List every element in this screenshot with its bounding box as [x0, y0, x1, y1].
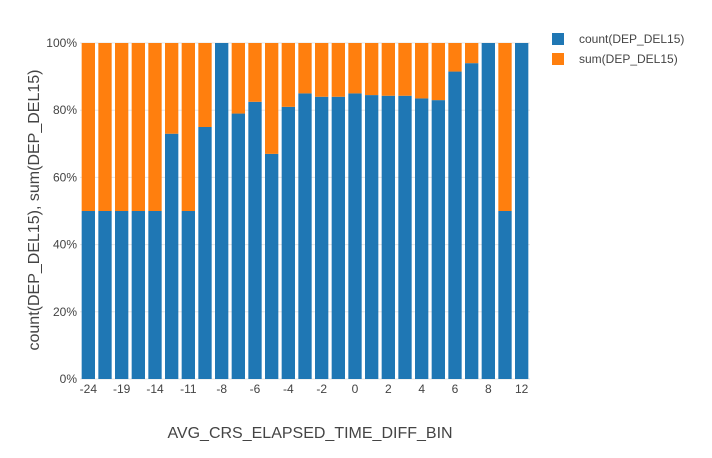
y-axis-ticks: 0% 20% 40% 60% 80% 100% [46, 36, 77, 386]
bar-sum--7[interactable] [231, 43, 245, 114]
x-tick-label: -8 [216, 382, 227, 396]
x-tick-label: -24 [80, 382, 98, 396]
legend-label[interactable]: sum(DEP_DEL15) [579, 52, 678, 66]
bar-sum-2[interactable] [381, 43, 395, 96]
bar-count-1[interactable] [365, 95, 379, 379]
bar-sum--9[interactable] [198, 43, 212, 127]
bar-sum--6[interactable] [248, 43, 262, 102]
bar-count-8[interactable] [481, 43, 495, 379]
bar-count-12[interactable] [515, 43, 529, 379]
x-tick-label: -19 [113, 382, 131, 396]
bar-count--8[interactable] [215, 43, 229, 379]
x-tick-label: 6 [452, 382, 459, 396]
bar-sum-0[interactable] [348, 43, 362, 94]
bar-sum--4[interactable] [281, 43, 295, 107]
bar-sum-4[interactable] [415, 43, 429, 99]
bar-sum--22[interactable] [98, 43, 112, 211]
x-axis-title: AVG_CRS_ELAPSED_TIME_DIFF_BIN [167, 425, 452, 442]
bar-count-0[interactable] [348, 93, 362, 380]
bars [81, 43, 529, 380]
bar-sum-7[interactable] [465, 43, 479, 64]
bar-count-6[interactable] [448, 71, 462, 379]
bar-count--3[interactable] [298, 93, 312, 380]
x-tick-label: 4 [418, 382, 425, 396]
bar-count-10[interactable] [498, 211, 512, 379]
x-tick-label: 0 [352, 382, 359, 396]
x-tick-label: -11 [180, 382, 197, 396]
x-tick-label: 2 [385, 382, 392, 396]
legend[interactable]: count(DEP_DEL15) sum(DEP_DEL15) [552, 32, 684, 66]
bar-sum--17[interactable] [131, 43, 145, 211]
bar-count--14[interactable] [148, 211, 162, 379]
bar-count--17[interactable] [131, 211, 145, 379]
y-axis-title: count(DEP_DEL15), sum(DEP_DEL15) [26, 69, 43, 350]
bar-sum--2[interactable] [315, 43, 329, 97]
bar-sum-6[interactable] [448, 43, 462, 72]
bar-sum-5[interactable] [431, 43, 445, 101]
bar-sum--11[interactable] [181, 43, 195, 211]
bar-count--1[interactable] [331, 96, 345, 379]
y-tick-label: 40% [53, 238, 77, 252]
y-tick-label: 100% [46, 36, 77, 50]
y-tick-label: 0% [60, 372, 78, 386]
x-tick-label: 12 [515, 382, 529, 396]
bar-sum-3[interactable] [398, 43, 412, 96]
bar-sum--19[interactable] [115, 43, 129, 211]
y-tick-label: 20% [53, 305, 77, 319]
bar-sum--5[interactable] [265, 43, 279, 154]
legend-swatch[interactable] [552, 33, 564, 45]
bar-count--2[interactable] [315, 96, 329, 379]
bar-count--7[interactable] [231, 113, 245, 379]
bar-count-7[interactable] [465, 63, 479, 379]
bar-sum--3[interactable] [298, 43, 312, 94]
x-tick-label: -2 [316, 382, 327, 396]
bar-sum--1[interactable] [331, 43, 345, 97]
bar-count--6[interactable] [248, 101, 262, 380]
bar-count--24[interactable] [81, 211, 95, 379]
bar-sum-10[interactable] [498, 43, 512, 211]
bar-sum--12[interactable] [165, 43, 179, 134]
bar-sum-1[interactable] [365, 43, 379, 96]
bar-count--4[interactable] [281, 106, 295, 379]
bar-count-3[interactable] [398, 95, 412, 379]
x-tick-label: 8 [485, 382, 492, 396]
x-tick-label: -6 [250, 382, 261, 396]
bar-count--11[interactable] [181, 211, 195, 379]
bar-sum--14[interactable] [148, 43, 162, 211]
x-tick-label: -4 [283, 382, 294, 396]
bar-count--12[interactable] [165, 133, 179, 379]
bar-count--5[interactable] [265, 153, 279, 379]
x-tick-label: -14 [146, 382, 164, 396]
bar-count--9[interactable] [198, 127, 212, 379]
bar-count--22[interactable] [98, 211, 112, 379]
bar-count-4[interactable] [415, 98, 429, 379]
bar-sum--24[interactable] [81, 43, 95, 211]
bar-count-2[interactable] [381, 95, 395, 379]
x-axis-ticks: -24 -19 -14 -11 -8 -6 -4 -2 0 2 4 6 8 12 [80, 382, 529, 396]
bar-count--19[interactable] [115, 211, 129, 379]
bar-count-5[interactable] [431, 100, 445, 380]
legend-swatch[interactable] [552, 53, 564, 65]
legend-label[interactable]: count(DEP_DEL15) [579, 32, 684, 46]
y-tick-label: 60% [53, 170, 77, 184]
y-tick-label: 80% [53, 103, 77, 117]
